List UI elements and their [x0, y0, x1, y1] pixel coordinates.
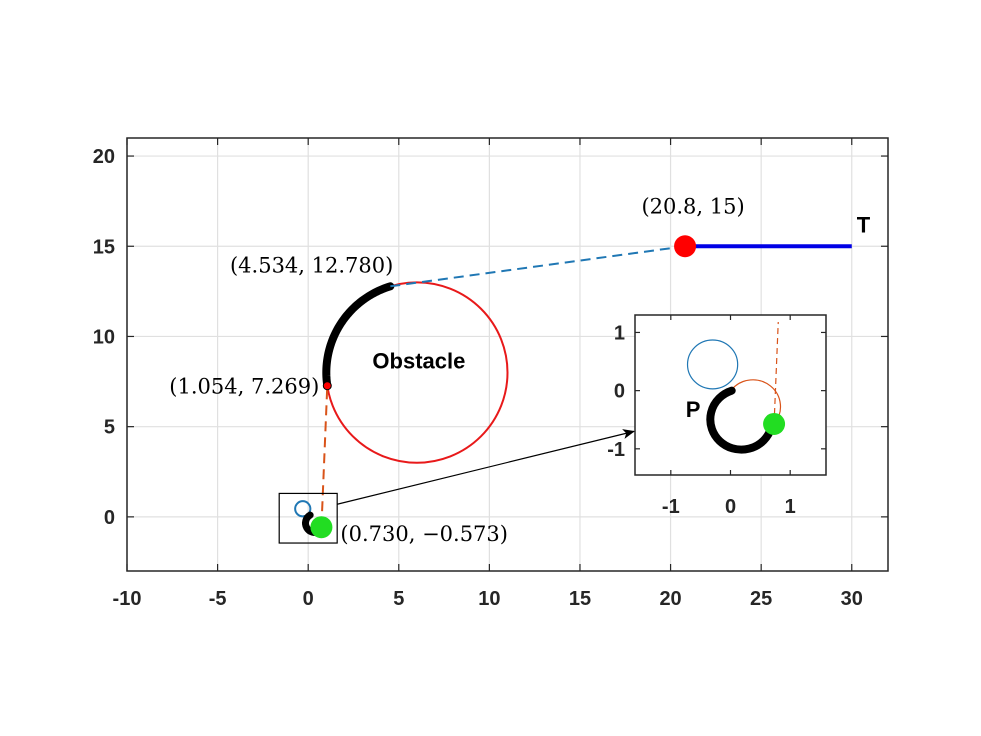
tangent-lower-marker — [322, 381, 332, 391]
y-tick-label: 5 — [104, 417, 115, 439]
x-tick-label: 10 — [478, 588, 500, 610]
zoom-arrow — [337, 429, 635, 505]
inset-y-tick-label: -1 — [607, 439, 625, 461]
inset-y-tick-label: 0 — [614, 381, 625, 403]
target-point-label: (20.8, 15) — [641, 194, 744, 218]
inset-x-tick-label: 0 — [725, 496, 736, 518]
axes-frame — [126, 137, 889, 572]
y-tick-label: 0 — [104, 507, 115, 529]
start-point-marker — [310, 516, 333, 539]
start-point-label: (0.730, −0.573) — [340, 522, 508, 546]
pursuer-circle — [294, 500, 312, 518]
x-tick-label: 15 — [569, 588, 591, 610]
y-tick-label: 10 — [93, 326, 115, 348]
inset-start-marker — [763, 412, 786, 435]
x-tick-label: 20 — [659, 588, 681, 610]
y-tick-label: 15 — [93, 236, 115, 258]
obstacle-label: Obstacle — [372, 349, 465, 374]
x-tick-label: 25 — [750, 588, 772, 610]
x-tick-label: -10 — [113, 588, 142, 610]
grid-lines — [126, 138, 888, 571]
plot-content — [278, 235, 852, 544]
inset-pursuer-circle — [686, 339, 739, 390]
target-point-marker — [674, 235, 697, 258]
dashed-lower-line — [320, 385, 329, 528]
inset-red-arc — [731, 379, 782, 425]
inset-x-tick-label: 1 — [785, 496, 796, 518]
inset-dashed-line — [773, 321, 779, 424]
x-tick-label: -5 — [209, 588, 227, 610]
target-path-label: T — [857, 212, 871, 237]
inset-x-tick-label: -1 — [662, 496, 680, 518]
inset-pursuer-arc — [706, 386, 776, 454]
inset-zoom: -1 0 1 1 0 -1 P — [337, 314, 827, 518]
x-tick-label: 5 — [393, 588, 404, 610]
tangent-upper-label: (4.534, 12.780) — [230, 253, 393, 277]
dashed-upper-line — [390, 245, 686, 288]
y-tick-label: 20 — [93, 146, 115, 168]
x-tick-label: 30 — [841, 588, 863, 610]
annotations: (20.8, 15) T (4.534, 12.780) (1.054, 7.2… — [169, 194, 870, 546]
tangent-lower-label: (1.054, 7.269) — [169, 375, 319, 399]
x-tick-label: 0 — [303, 588, 314, 610]
inset-y-tick-label: 1 — [614, 322, 625, 344]
zoom-region-box — [278, 492, 338, 544]
inset-pursuer-label: P — [686, 397, 701, 422]
obstacle-arc-path — [322, 282, 395, 390]
